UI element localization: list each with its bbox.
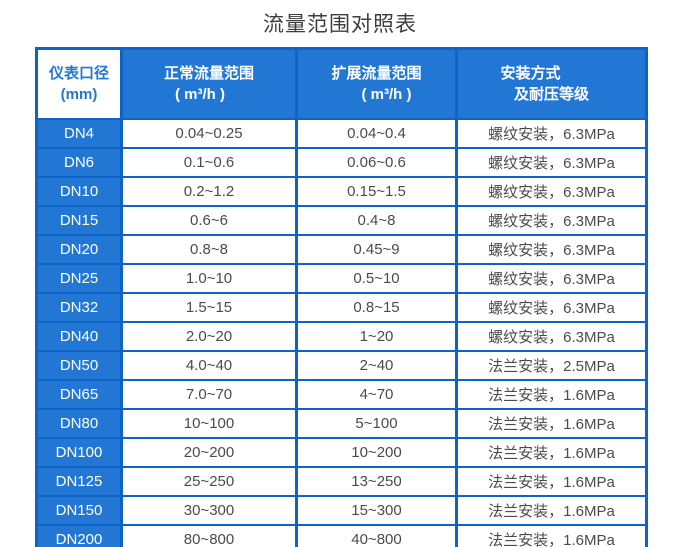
- normal-range-cell: 1.5~15: [120, 291, 298, 323]
- header-cell-install: 安装方式 及耐压等级: [455, 47, 648, 120]
- diameter-cell: DN32: [35, 291, 123, 323]
- extended-range-cell: 0.8~15: [295, 291, 458, 323]
- table-row: DN10 0.2~1.2 0.15~1.5 螺纹安装，6.3MPa: [35, 175, 648, 207]
- normal-range-cell: 30~300: [120, 494, 298, 526]
- extended-range-cell: 4~70: [295, 378, 458, 410]
- table-row: DN50 4.0~40 2~40 法兰安装，2.5MPa: [35, 349, 648, 381]
- normal-range-cell: 1.0~10: [120, 262, 298, 294]
- table-row: DN4 0.04~0.25 0.04~0.4 螺纹安装，6.3MPa: [35, 117, 648, 149]
- table-row: DN25 1.0~10 0.5~10 螺纹安装，6.3MPa: [35, 262, 648, 294]
- install-cell: 法兰安装，1.6MPa: [455, 378, 648, 410]
- table-row: DN32 1.5~15 0.8~15 螺纹安装，6.3MPa: [35, 291, 648, 323]
- extended-range-cell: 1~20: [295, 320, 458, 352]
- extended-range-cell: 2~40: [295, 349, 458, 381]
- extended-range-cell: 40~800: [295, 523, 458, 547]
- diameter-cell: DN40: [35, 320, 123, 352]
- extended-range-cell: 0.15~1.5: [295, 175, 458, 207]
- table-row: DN15 0.6~6 0.4~8 螺纹安装，6.3MPa: [35, 204, 648, 236]
- table-row: DN125 25~250 13~250 法兰安装，1.6MPa: [35, 465, 648, 497]
- install-cell: 法兰安装，1.6MPa: [455, 407, 648, 439]
- table-row: DN20 0.8~8 0.45~9 螺纹安装，6.3MPa: [35, 233, 648, 265]
- header-cell-extended-range: 扩展流量范围 ( m³/h ): [295, 47, 458, 120]
- header-normal-line1: 正常流量范围: [163, 64, 254, 82]
- install-cell: 螺纹安装，6.3MPa: [455, 204, 648, 236]
- install-cell: 螺纹安装，6.3MPa: [455, 146, 648, 178]
- diameter-cell: DN50: [35, 349, 123, 381]
- normal-range-cell: 10~100: [120, 407, 298, 439]
- install-cell: 法兰安装，1.6MPa: [455, 523, 648, 547]
- diameter-cell: DN6: [35, 146, 123, 178]
- install-cell: 法兰安装，1.6MPa: [455, 465, 648, 497]
- header-diameter-line1: 仪表口径: [48, 64, 109, 82]
- normal-range-cell: 0.2~1.2: [120, 175, 298, 207]
- extended-range-cell: 10~200: [295, 436, 458, 468]
- extended-range-cell: 15~300: [295, 494, 458, 526]
- header-cell-diameter: 仪表口径 (mm): [35, 47, 123, 120]
- extended-range-cell: 0.45~9: [295, 233, 458, 265]
- normal-range-cell: 80~800: [120, 523, 298, 547]
- table-row: DN100 20~200 10~200 法兰安装，1.6MPa: [35, 436, 648, 468]
- normal-range-cell: 0.6~6: [120, 204, 298, 236]
- install-cell: 法兰安装，1.6MPa: [455, 494, 648, 526]
- flow-range-table: 仪表口径 (mm) 正常流量范围 ( m³/h ) 扩展流量范围 ( m³/h …: [35, 47, 648, 547]
- normal-range-cell: 0.1~0.6: [120, 146, 298, 178]
- header-install-line1: 安装方式: [500, 64, 561, 82]
- header-normal-line2: ( m³/h ): [175, 85, 225, 103]
- diameter-cell: DN150: [35, 494, 123, 526]
- install-cell: 螺纹安装，6.3MPa: [455, 291, 648, 323]
- header-install-line2: 及耐压等级: [513, 85, 589, 103]
- diameter-cell: DN65: [35, 378, 123, 410]
- diameter-cell: DN4: [35, 117, 123, 149]
- diameter-cell: DN15: [35, 204, 123, 236]
- install-cell: 螺纹安装，6.3MPa: [455, 117, 648, 149]
- header-extended-line1: 扩展流量范围: [331, 64, 422, 82]
- diameter-cell: DN10: [35, 175, 123, 207]
- extended-range-cell: 0.06~0.6: [295, 146, 458, 178]
- install-cell: 法兰安装，1.6MPa: [455, 436, 648, 468]
- diameter-cell: DN80: [35, 407, 123, 439]
- header-diameter-line2: (mm): [60, 85, 98, 103]
- page-title: 流量范围对照表: [263, 13, 417, 36]
- install-cell: 螺纹安装，6.3MPa: [455, 262, 648, 294]
- table-row: DN40 2.0~20 1~20 螺纹安装，6.3MPa: [35, 320, 648, 352]
- normal-range-cell: 7.0~70: [120, 378, 298, 410]
- normal-range-cell: 20~200: [120, 436, 298, 468]
- install-cell: 螺纹安装，6.3MPa: [455, 175, 648, 207]
- table-row: DN80 10~100 5~100 法兰安装，1.6MPa: [35, 407, 648, 439]
- install-cell: 法兰安装，2.5MPa: [455, 349, 648, 381]
- extended-range-cell: 0.5~10: [295, 262, 458, 294]
- header-row: 仪表口径 (mm) 正常流量范围 ( m³/h ) 扩展流量范围 ( m³/h …: [35, 47, 648, 120]
- diameter-cell: DN20: [35, 233, 123, 265]
- extended-range-cell: 0.4~8: [295, 204, 458, 236]
- table-row: DN200 80~800 40~800 法兰安装，1.6MPa: [35, 523, 648, 547]
- normal-range-cell: 4.0~40: [120, 349, 298, 381]
- table-row: DN150 30~300 15~300 法兰安装，1.6MPa: [35, 494, 648, 526]
- extended-range-cell: 0.04~0.4: [295, 117, 458, 149]
- install-cell: 螺纹安装，6.3MPa: [455, 320, 648, 352]
- header-extended-line2: ( m³/h ): [361, 85, 412, 103]
- table-row: DN6 0.1~0.6 0.06~0.6 螺纹安装，6.3MPa: [35, 146, 648, 178]
- normal-range-cell: 0.04~0.25: [120, 117, 298, 149]
- normal-range-cell: 0.8~8: [120, 233, 298, 265]
- extended-range-cell: 5~100: [295, 407, 458, 439]
- diameter-cell: DN125: [35, 465, 123, 497]
- diameter-cell: DN200: [35, 523, 123, 547]
- table-body: DN4 0.04~0.25 0.04~0.4 螺纹安装，6.3MPa DN6 0.1~0.…: [35, 117, 648, 547]
- table-row: DN65 7.0~70 4~70 法兰安装，1.6MPa: [35, 378, 648, 410]
- extended-range-cell: 13~250: [295, 465, 458, 497]
- normal-range-cell: 25~250: [120, 465, 298, 497]
- header-cell-normal-range: 正常流量范围 ( m³/h ): [120, 47, 298, 120]
- normal-range-cell: 2.0~20: [120, 320, 298, 352]
- install-cell: 螺纹安装，6.3MPa: [455, 233, 648, 265]
- diameter-cell: DN25: [35, 262, 123, 294]
- diameter-cell: DN100: [35, 436, 123, 468]
